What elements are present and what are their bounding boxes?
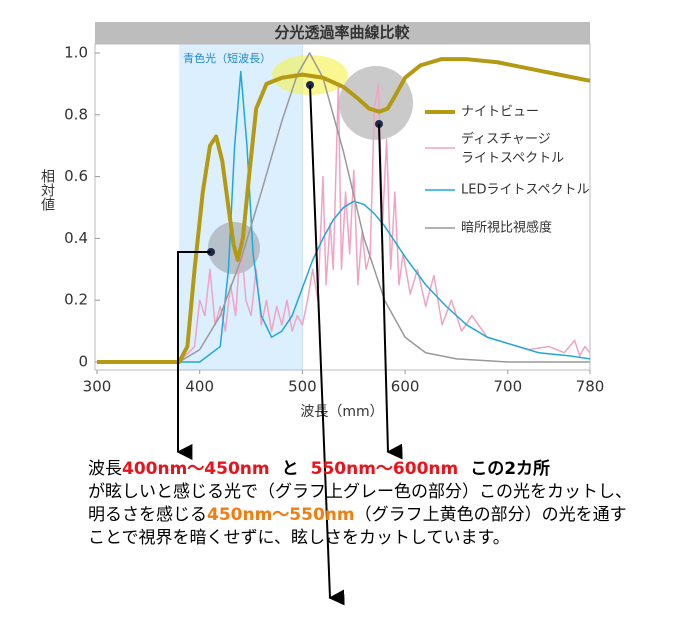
legend-label: LEDライトスペクトル xyxy=(461,183,590,198)
note-text: 波長 xyxy=(88,459,122,479)
band-label: 青色光（短波長） xyxy=(183,51,271,65)
x-tick-label: 300 xyxy=(83,378,112,396)
x-tick-label: 500 xyxy=(288,378,317,396)
note-text: （グラフ上黄色の部分）の光を通すことで視界を暗くせずに、眩しさをカットしています… xyxy=(88,505,627,548)
x-tick-label: 400 xyxy=(185,378,214,396)
note-body: が眩しいと感じる光で（グラフ上グレー色の部分）この光をカットし、明るさを感じる4… xyxy=(88,481,633,550)
y-tick-label: 0.8 xyxy=(64,105,88,123)
y-tick-label: 0.4 xyxy=(64,229,88,247)
y-tick-label: 0 xyxy=(78,353,88,371)
x-tick-label: 600 xyxy=(391,378,420,396)
annotation-arrows xyxy=(176,81,403,606)
note-headline: 波長400nm～450nm と 550nm～600nm この2カ所 xyxy=(88,458,633,481)
note-text: が眩しいと感じる光で（グラフ上グレー色の部分）この光をカットし、明るさを感じる xyxy=(88,482,632,525)
y-tick-label: 0.2 xyxy=(64,291,88,309)
series-line xyxy=(97,70,591,363)
note-text: 400nm～450nm xyxy=(122,459,270,479)
legend-label: ナイトビュー xyxy=(461,105,539,120)
note-text: 550nm～600nm xyxy=(310,459,459,479)
x-tick-label: 700 xyxy=(494,378,523,396)
y-tick-label: 0.6 xyxy=(64,167,88,185)
note-text: と xyxy=(281,459,299,479)
chart-title: 分光透過率曲線比較 xyxy=(274,24,410,42)
x-tick-label: 780 xyxy=(576,378,605,396)
plot-frame xyxy=(94,43,591,371)
note-text: この2カ所 xyxy=(470,459,551,479)
series-line xyxy=(97,57,591,364)
legend-label: 暗所視比視感度 xyxy=(461,220,552,236)
y-tick-label: 1.0 xyxy=(64,44,88,62)
note: 波長400nm～450nm と 550nm～600nm この2カ所 が眩しいと感じる光… xyxy=(88,458,633,550)
y-axis-label: 相対値 xyxy=(39,169,55,211)
x-axis-label: 波長（mm） xyxy=(300,404,383,420)
title-bar xyxy=(95,22,590,44)
note-text: 450nm～550nm xyxy=(207,505,355,525)
legend-label: ディスチャージライトスペクトル xyxy=(461,131,564,166)
